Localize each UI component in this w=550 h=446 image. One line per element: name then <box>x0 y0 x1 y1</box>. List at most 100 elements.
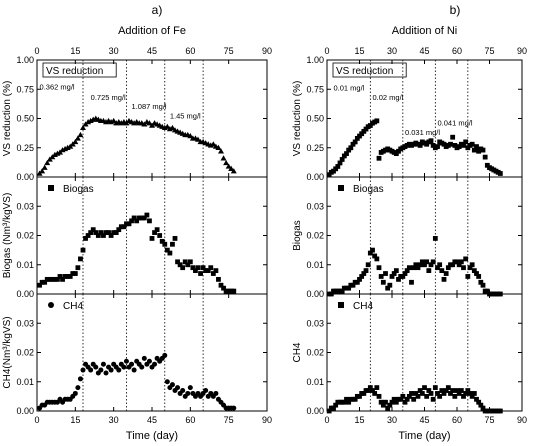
data-point <box>60 276 65 282</box>
data-point <box>57 274 63 279</box>
x-tick-label: 60 <box>185 415 195 425</box>
data-point <box>439 268 445 273</box>
concentration-annotation: 0.362 mg/l <box>40 82 75 91</box>
chart-panel-1: a) Addition of Fe 0 15 30 45 60 75 90 0 15 30 45 60 75… <box>2 3 272 442</box>
data-point <box>62 274 68 279</box>
data-point <box>385 405 391 411</box>
data-point <box>101 233 106 238</box>
data-point <box>476 399 482 405</box>
concentration-annotation: 0.725 mg/l <box>91 93 126 102</box>
data-point <box>357 276 362 282</box>
data-point <box>406 265 412 271</box>
legend-marker <box>48 185 54 191</box>
data-point <box>346 285 352 291</box>
data-point <box>443 271 449 276</box>
series-points <box>37 352 237 411</box>
data-point <box>441 276 447 282</box>
data-point <box>223 288 229 294</box>
series-points <box>36 115 237 176</box>
data-point <box>139 215 145 221</box>
y-tick-label: 0.01 <box>306 260 324 270</box>
data-point <box>419 391 425 396</box>
data-point <box>435 144 440 149</box>
data-point <box>55 276 60 282</box>
data-point <box>213 268 219 273</box>
data-point <box>221 285 226 291</box>
data-point <box>365 262 371 268</box>
data-point <box>417 143 423 148</box>
concentration-annotation: 0.01 mg/l <box>334 83 365 92</box>
concentration-annotation: 0.031 mg/l <box>405 128 440 137</box>
data-point <box>113 230 119 235</box>
data-point <box>124 221 129 227</box>
data-point <box>170 241 175 247</box>
data-point <box>93 364 99 370</box>
data-point <box>480 282 486 288</box>
data-point <box>108 233 114 238</box>
x-tick-label-top: 60 <box>452 46 462 56</box>
data-point <box>422 385 427 390</box>
data-point <box>65 274 71 279</box>
data-point <box>383 271 388 276</box>
data-point <box>131 367 137 373</box>
data-point <box>146 358 152 364</box>
data-point <box>435 265 440 271</box>
data-point <box>398 396 404 402</box>
data-point <box>452 393 458 399</box>
data-point <box>463 391 469 396</box>
data-point <box>435 391 440 396</box>
data-point <box>432 385 438 390</box>
data-point <box>200 265 206 271</box>
data-point <box>380 402 386 408</box>
concentration-annotation: 0.02 mg/l <box>373 93 404 102</box>
y-tick-label: 0.02 <box>16 231 34 241</box>
x-tick-label-top: 45 <box>419 46 429 56</box>
data-point <box>389 274 395 279</box>
data-point <box>378 399 384 405</box>
data-point <box>190 265 196 271</box>
data-point <box>121 364 127 370</box>
data-point <box>72 138 79 145</box>
y-axis-label: CH4(Nm³/kgVS) <box>2 316 13 388</box>
data-point <box>208 265 214 271</box>
data-point <box>461 265 466 271</box>
data-point <box>228 288 234 294</box>
panel-label: b) <box>450 3 461 17</box>
data-point <box>497 171 503 176</box>
data-point <box>415 265 421 271</box>
x-tick-label-top: 15 <box>70 46 80 56</box>
data-point <box>389 399 395 405</box>
data-point <box>361 391 367 396</box>
y-tick-label: 0.03 <box>16 318 34 328</box>
x-tick-label: 75 <box>484 415 494 425</box>
data-point <box>180 388 186 394</box>
legend-marker <box>48 302 54 308</box>
data-point <box>129 361 135 367</box>
data-point <box>456 262 462 268</box>
data-point <box>215 144 222 150</box>
data-point <box>439 388 445 393</box>
series-points <box>326 385 503 414</box>
data-point <box>83 236 88 241</box>
data-point <box>430 259 436 265</box>
data-point <box>225 163 232 169</box>
data-point <box>471 268 477 273</box>
data-point <box>372 391 378 396</box>
data-point <box>413 262 419 268</box>
data-point <box>391 396 397 402</box>
data-point <box>402 399 408 405</box>
data-point <box>80 247 86 253</box>
data-point <box>454 259 460 265</box>
y-tick-label: 0.02 <box>306 231 324 241</box>
data-point <box>216 276 221 282</box>
x-tick-label-top: 30 <box>109 46 119 56</box>
data-point <box>228 165 235 172</box>
y-tick-label: 0.00 <box>306 172 324 182</box>
data-point <box>88 230 94 235</box>
data-point <box>474 396 479 402</box>
data-point <box>152 230 157 235</box>
data-point <box>426 268 432 273</box>
x-tick-label: 90 <box>517 415 527 425</box>
